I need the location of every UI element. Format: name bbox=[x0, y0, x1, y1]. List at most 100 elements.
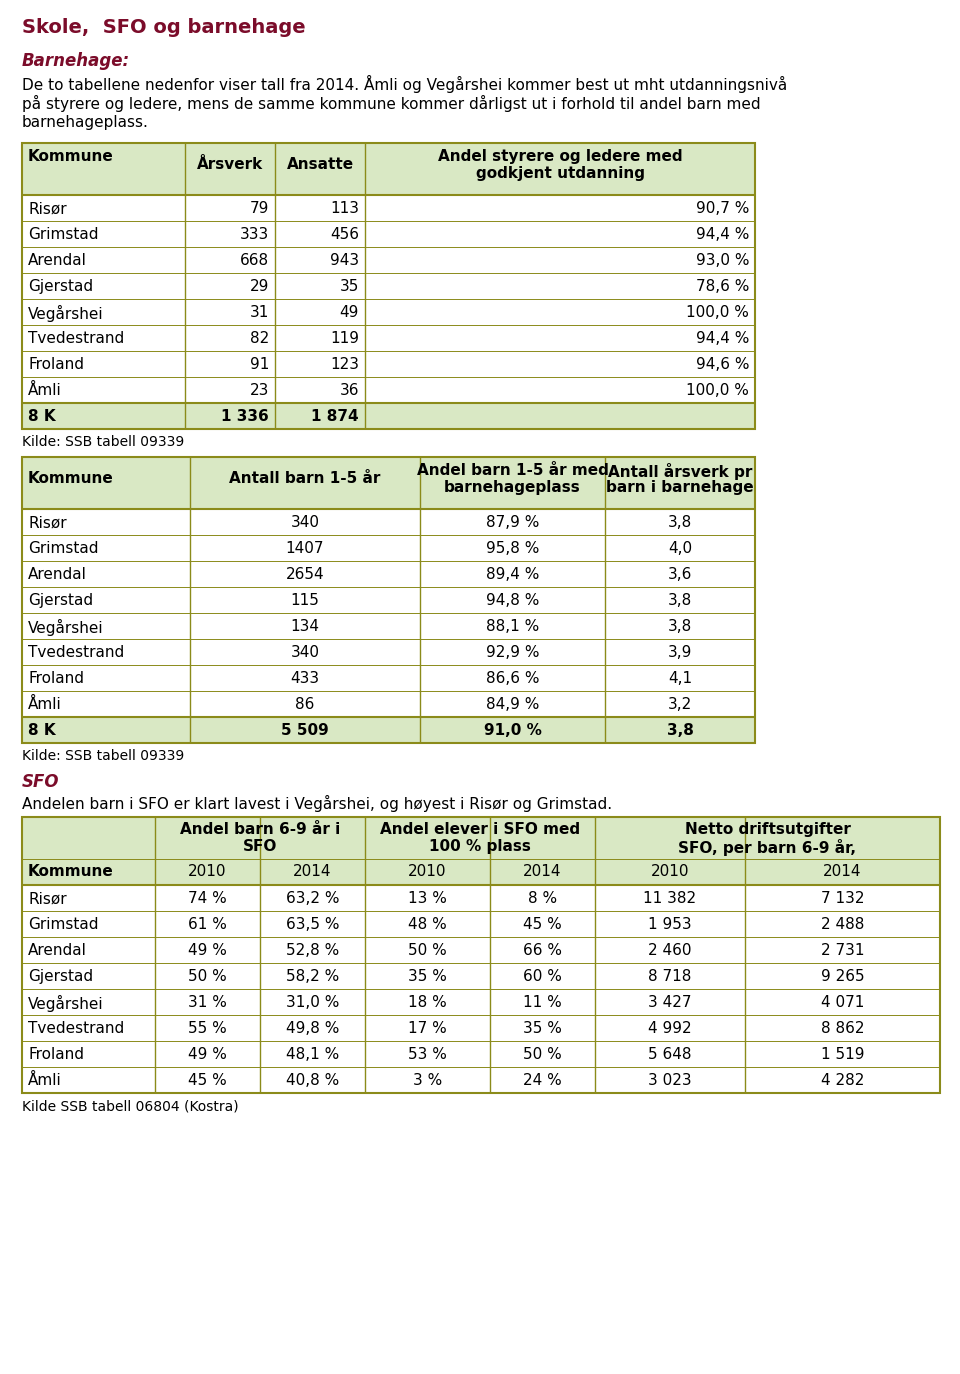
Text: Gjerstad: Gjerstad bbox=[28, 279, 93, 294]
Text: 58,2 %: 58,2 % bbox=[286, 969, 339, 984]
Text: 61 %: 61 % bbox=[188, 916, 227, 932]
Bar bbox=[22, 818, 940, 1092]
Text: 35 %: 35 % bbox=[408, 969, 447, 984]
Text: 9 265: 9 265 bbox=[821, 969, 864, 984]
Text: 50 %: 50 % bbox=[408, 943, 446, 958]
Text: 50 %: 50 % bbox=[523, 1047, 562, 1062]
Text: Grimstad: Grimstad bbox=[28, 916, 99, 932]
Text: 86: 86 bbox=[296, 697, 315, 712]
Text: Vegårshei: Vegårshei bbox=[28, 620, 104, 636]
Text: 35: 35 bbox=[340, 279, 359, 294]
Text: Froland: Froland bbox=[28, 357, 84, 372]
Text: Antall barn 1-5 år: Antall barn 1-5 år bbox=[229, 471, 381, 486]
Text: 45 %: 45 % bbox=[523, 916, 562, 932]
Text: 4 282: 4 282 bbox=[821, 1073, 864, 1088]
Text: 668: 668 bbox=[240, 253, 269, 268]
Text: 95,8 %: 95,8 % bbox=[486, 541, 540, 556]
Text: 8 862: 8 862 bbox=[821, 1021, 864, 1036]
Text: 943: 943 bbox=[330, 253, 359, 268]
Bar bbox=[22, 458, 755, 743]
Text: Andel elever i SFO med: Andel elever i SFO med bbox=[380, 822, 580, 837]
Text: 78,6 %: 78,6 % bbox=[696, 279, 749, 294]
Text: 94,4 %: 94,4 % bbox=[696, 227, 749, 242]
Text: Arendal: Arendal bbox=[28, 943, 86, 958]
Text: 31 %: 31 % bbox=[188, 995, 227, 1010]
Text: Tvedestrand: Tvedestrand bbox=[28, 331, 124, 346]
Text: 3 %: 3 % bbox=[413, 1073, 443, 1088]
Text: SFO: SFO bbox=[243, 840, 277, 855]
Text: 35 %: 35 % bbox=[523, 1021, 562, 1036]
Text: 36: 36 bbox=[340, 383, 359, 398]
Bar bbox=[22, 818, 940, 885]
Text: 8 K: 8 K bbox=[28, 723, 56, 738]
Text: Risør: Risør bbox=[28, 515, 66, 530]
Text: barnehageplass: barnehageplass bbox=[444, 480, 581, 495]
Text: Kommune: Kommune bbox=[28, 864, 113, 879]
Bar bbox=[22, 143, 755, 429]
Text: 2010: 2010 bbox=[188, 864, 227, 879]
Text: Skole,  SFO og barnehage: Skole, SFO og barnehage bbox=[22, 18, 305, 37]
Text: 4 071: 4 071 bbox=[821, 995, 864, 1010]
Text: 8 K: 8 K bbox=[28, 409, 56, 425]
Text: 100,0 %: 100,0 % bbox=[686, 305, 749, 320]
Text: Andel barn 1-5 år med: Andel barn 1-5 år med bbox=[417, 463, 609, 478]
Text: 3,2: 3,2 bbox=[668, 697, 692, 712]
Text: Froland: Froland bbox=[28, 671, 84, 686]
Text: 17 %: 17 % bbox=[408, 1021, 446, 1036]
Text: Arendal: Arendal bbox=[28, 567, 86, 583]
Text: 48,1 %: 48,1 % bbox=[286, 1047, 339, 1062]
Text: 89,4 %: 89,4 % bbox=[486, 567, 540, 583]
Text: Arendal: Arendal bbox=[28, 253, 86, 268]
Text: 3,8: 3,8 bbox=[666, 723, 693, 738]
Text: 79: 79 bbox=[250, 201, 269, 216]
Text: 1 519: 1 519 bbox=[821, 1047, 864, 1062]
Text: Kilde: SSB tabell 09339: Kilde: SSB tabell 09339 bbox=[22, 436, 184, 449]
Text: 49: 49 bbox=[340, 305, 359, 320]
Text: 2010: 2010 bbox=[651, 864, 689, 879]
Text: 5 509: 5 509 bbox=[281, 723, 329, 738]
Text: Kommune: Kommune bbox=[28, 148, 113, 164]
Text: 7 132: 7 132 bbox=[821, 890, 864, 905]
Text: 3,8: 3,8 bbox=[668, 620, 692, 633]
Text: 94,4 %: 94,4 % bbox=[696, 331, 749, 346]
Text: 340: 340 bbox=[291, 515, 320, 530]
Text: 66 %: 66 % bbox=[523, 943, 562, 958]
Text: 87,9 %: 87,9 % bbox=[486, 515, 540, 530]
Text: 91: 91 bbox=[250, 357, 269, 372]
Text: SFO, per barn 6-9 år,: SFO, per barn 6-9 år, bbox=[679, 840, 856, 856]
Text: 134: 134 bbox=[291, 620, 320, 633]
Text: 1 874: 1 874 bbox=[311, 409, 359, 425]
Text: 2 488: 2 488 bbox=[821, 916, 864, 932]
Text: 2 460: 2 460 bbox=[648, 943, 692, 958]
Text: Froland: Froland bbox=[28, 1047, 84, 1062]
Text: 91,0 %: 91,0 % bbox=[484, 723, 541, 738]
Text: 49 %: 49 % bbox=[188, 1047, 227, 1062]
Text: 8 718: 8 718 bbox=[648, 969, 692, 984]
Text: 31: 31 bbox=[250, 305, 269, 320]
Text: godkjent utdanning: godkjent utdanning bbox=[475, 166, 644, 181]
Text: 3 023: 3 023 bbox=[648, 1073, 692, 1088]
Text: 94,6 %: 94,6 % bbox=[695, 357, 749, 372]
Text: 4,1: 4,1 bbox=[668, 671, 692, 686]
Text: 53 %: 53 % bbox=[408, 1047, 447, 1062]
Text: 3 427: 3 427 bbox=[648, 995, 692, 1010]
Text: Antall årsverk pr: Antall årsverk pr bbox=[608, 463, 753, 480]
Text: 55 %: 55 % bbox=[188, 1021, 227, 1036]
Text: 4 992: 4 992 bbox=[648, 1021, 692, 1036]
Text: Åmli: Åmli bbox=[28, 697, 61, 712]
Text: Tvedestrand: Tvedestrand bbox=[28, 644, 124, 660]
Text: 340: 340 bbox=[291, 644, 320, 660]
Text: Gjerstad: Gjerstad bbox=[28, 594, 93, 609]
Text: 40,8 %: 40,8 % bbox=[286, 1073, 339, 1088]
Text: 63,2 %: 63,2 % bbox=[286, 890, 339, 905]
Text: 2010: 2010 bbox=[408, 864, 446, 879]
Text: Vegårshei: Vegårshei bbox=[28, 305, 104, 322]
Text: 2014: 2014 bbox=[293, 864, 332, 879]
Text: 4,0: 4,0 bbox=[668, 541, 692, 556]
Text: 8 %: 8 % bbox=[528, 890, 557, 905]
Text: 90,7 %: 90,7 % bbox=[696, 201, 749, 216]
Text: SFO: SFO bbox=[22, 774, 60, 791]
Text: 5 648: 5 648 bbox=[648, 1047, 692, 1062]
Text: Årsverk: Årsverk bbox=[197, 157, 263, 172]
Text: 2654: 2654 bbox=[286, 567, 324, 583]
